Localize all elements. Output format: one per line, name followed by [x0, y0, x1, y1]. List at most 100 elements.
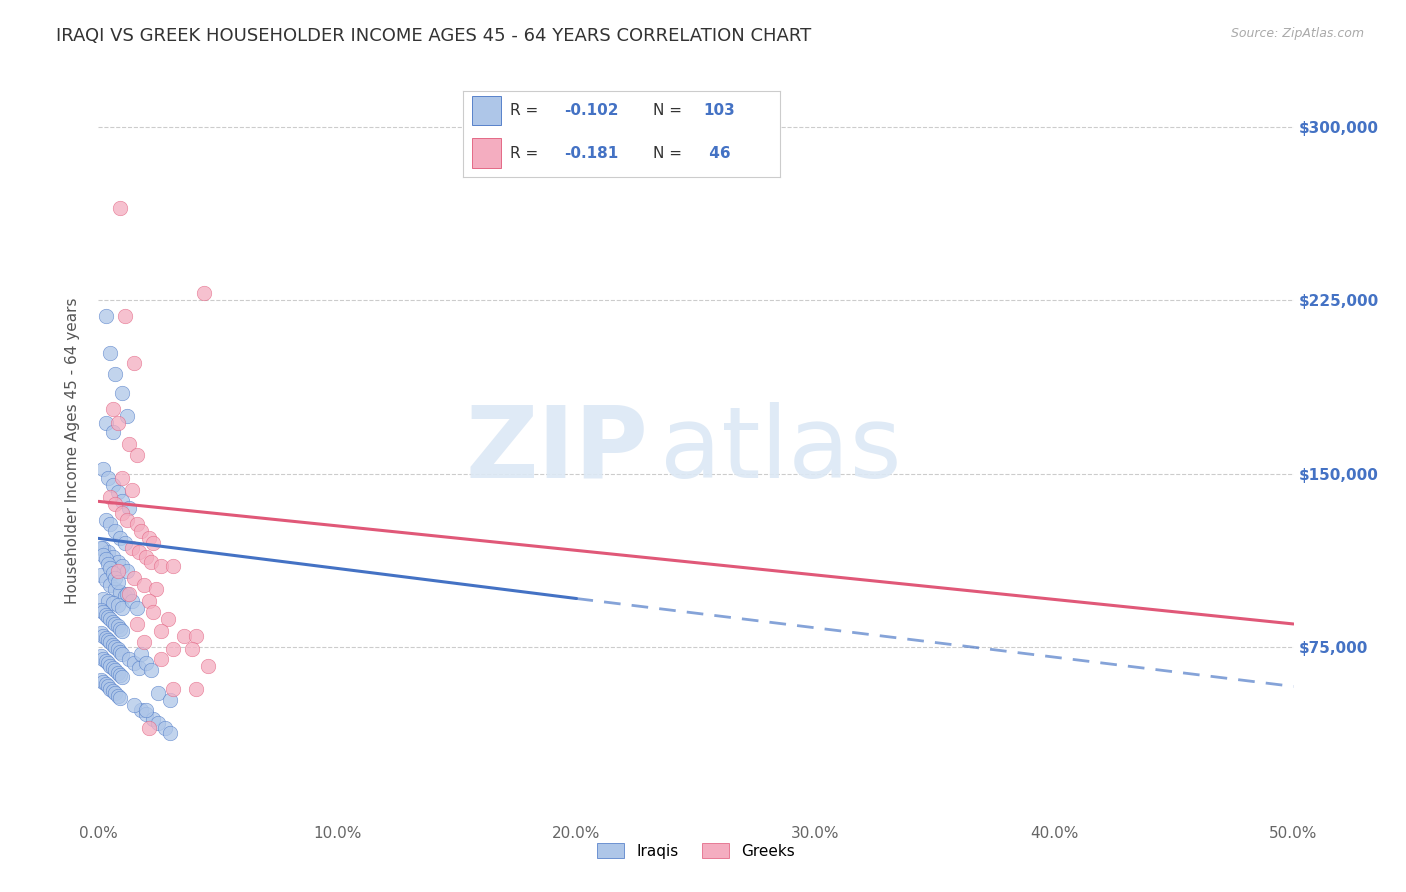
Point [139, 663, 162, 677]
Point [90, 626, 112, 640]
Point [97, 471, 120, 485]
Point [145, 582, 167, 597]
Point [135, 707, 157, 722]
Point [94, 416, 117, 430]
Point [107, 599, 129, 613]
Point [124, 571, 146, 585]
Point [94, 631, 117, 645]
Point [90, 649, 112, 664]
Point [97, 657, 120, 671]
Point [104, 571, 127, 585]
Point [97, 633, 120, 648]
Point [114, 589, 136, 603]
Point [104, 582, 127, 597]
Point [97, 557, 120, 571]
Point [107, 642, 129, 657]
Point [131, 703, 153, 717]
Point [142, 536, 165, 550]
Point [125, 517, 148, 532]
Point [104, 524, 127, 539]
Point [118, 651, 141, 665]
Point [91, 541, 114, 555]
Point [101, 401, 124, 416]
Point [111, 494, 134, 508]
Point [98, 490, 122, 504]
Point [90, 673, 112, 687]
Point [159, 693, 181, 707]
Point [135, 703, 157, 717]
Point [142, 606, 165, 620]
Point [98, 517, 122, 532]
Point [138, 721, 160, 735]
Point [121, 594, 143, 608]
Point [118, 436, 141, 450]
Point [98, 612, 122, 626]
Point [111, 624, 134, 638]
Point [115, 587, 138, 601]
Point [124, 657, 146, 671]
Point [155, 721, 177, 735]
Legend: Iraqis, Greeks: Iraqis, Greeks [591, 837, 801, 865]
Point [94, 513, 117, 527]
Point [97, 545, 120, 559]
Point [162, 681, 184, 696]
Point [108, 532, 131, 546]
Point [101, 596, 124, 610]
Point [107, 416, 129, 430]
Point [108, 645, 131, 659]
Point [108, 584, 131, 599]
Point [104, 367, 127, 381]
Point [101, 478, 124, 492]
Point [131, 524, 153, 539]
Point [98, 577, 122, 591]
Point [108, 668, 131, 682]
Point [186, 628, 208, 642]
Point [148, 716, 170, 731]
Point [111, 506, 134, 520]
Point [94, 607, 117, 622]
Point [186, 681, 208, 696]
Point [121, 541, 143, 555]
Point [125, 448, 148, 462]
Point [131, 647, 153, 661]
Point [149, 559, 172, 574]
Point [90, 603, 112, 617]
Point [159, 725, 181, 739]
Point [107, 665, 129, 680]
Point [162, 642, 184, 657]
Point [101, 566, 124, 580]
Point [94, 654, 117, 668]
Point [114, 310, 136, 324]
Point [108, 622, 131, 636]
Point [104, 640, 127, 654]
Point [108, 691, 131, 706]
Point [173, 628, 195, 642]
Point [138, 594, 160, 608]
Point [138, 532, 160, 546]
Point [128, 661, 150, 675]
Point [193, 286, 215, 301]
Point [104, 663, 127, 677]
Point [98, 681, 122, 696]
Point [98, 346, 122, 360]
Point [135, 657, 157, 671]
Point [98, 658, 122, 673]
Point [149, 624, 172, 638]
Point [132, 577, 155, 591]
Point [94, 310, 117, 324]
Point [91, 651, 114, 665]
Point [124, 698, 146, 712]
Point [101, 549, 124, 564]
Point [101, 615, 124, 629]
Point [125, 617, 148, 632]
Point [94, 573, 117, 587]
Point [97, 680, 120, 694]
Point [111, 670, 134, 684]
Point [180, 642, 202, 657]
Point [149, 651, 172, 665]
Point [107, 485, 129, 500]
Point [197, 658, 219, 673]
Point [90, 568, 112, 582]
Point [121, 483, 143, 497]
Point [104, 497, 127, 511]
